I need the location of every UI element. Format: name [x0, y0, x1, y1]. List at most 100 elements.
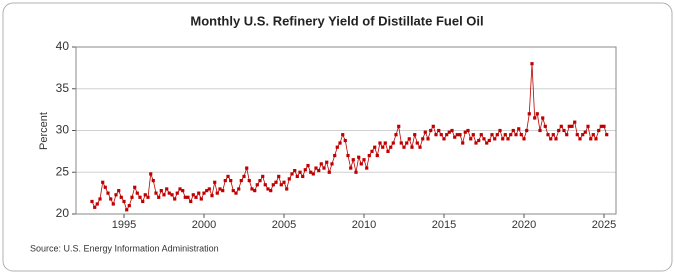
data-point — [95, 202, 99, 206]
x-tick-label: 2020 — [512, 219, 536, 231]
source: Source: U.S. Energy Information Administ… — [30, 243, 219, 253]
data-point — [583, 130, 587, 134]
data-point — [202, 191, 206, 195]
data-point — [175, 191, 179, 195]
data-point — [354, 170, 358, 174]
x-tick-label: 2010 — [352, 219, 376, 231]
data-point — [301, 174, 305, 179]
data-point — [519, 133, 523, 137]
data-point — [119, 195, 123, 199]
data-point — [493, 137, 497, 141]
data-point — [157, 195, 161, 199]
data-point — [506, 137, 510, 141]
data-point — [258, 179, 262, 183]
data-point — [429, 128, 433, 133]
data-point — [575, 133, 579, 137]
data-point — [530, 62, 534, 66]
data-point — [183, 195, 187, 199]
data-point — [346, 153, 350, 158]
data-point — [391, 141, 395, 145]
data-point — [487, 138, 491, 143]
data-point — [418, 145, 422, 149]
data-point — [551, 133, 555, 137]
data-point — [549, 137, 553, 141]
data-point — [461, 141, 465, 145]
data-point — [245, 166, 249, 170]
data-point — [239, 179, 243, 183]
data-point — [383, 141, 387, 145]
data-point — [495, 133, 499, 137]
data-point — [111, 202, 115, 206]
frame — [2, 2, 673, 272]
data-point — [431, 124, 435, 128]
x-tick-label: 2000 — [192, 219, 216, 231]
data-point — [165, 187, 169, 191]
data-point — [421, 137, 425, 141]
data-point — [378, 141, 382, 145]
data-point — [349, 166, 353, 170]
data-point — [146, 195, 150, 199]
data-point — [106, 191, 110, 195]
data-point — [247, 179, 251, 183]
data-point — [303, 168, 307, 172]
data-point — [365, 166, 369, 170]
data-point — [293, 168, 297, 173]
data-point — [533, 116, 537, 120]
data-point — [127, 204, 131, 208]
data-point — [399, 141, 403, 145]
data-point — [306, 163, 310, 168]
data-point — [226, 174, 230, 179]
data-point — [527, 112, 531, 116]
data-point — [445, 133, 449, 137]
y-tick-label: 30 — [56, 123, 70, 137]
data-point — [386, 149, 390, 153]
data-point — [543, 124, 547, 128]
data-point — [231, 189, 235, 193]
data-point — [463, 130, 467, 134]
data-point — [357, 155, 361, 159]
data-point — [191, 193, 195, 197]
data-point — [234, 191, 238, 195]
data-point — [189, 199, 193, 204]
data-point — [143, 193, 147, 197]
data-point — [485, 141, 489, 145]
data-point — [237, 187, 241, 191]
data-point — [149, 172, 153, 176]
data-point — [167, 191, 171, 195]
data-point — [261, 174, 265, 179]
data-point — [314, 166, 318, 170]
data-point — [125, 208, 129, 212]
data-point — [594, 137, 598, 141]
y-axis-label: Percent — [38, 112, 50, 150]
data-point — [565, 133, 569, 137]
data-point — [514, 133, 518, 137]
data-point — [279, 183, 283, 187]
data-point — [311, 172, 315, 176]
data-point — [266, 187, 270, 191]
data-point — [317, 168, 321, 173]
data-point — [298, 170, 302, 174]
data-point — [562, 128, 566, 133]
x-tick-label: 2005 — [272, 219, 296, 231]
data-point — [325, 160, 329, 164]
data-point — [114, 193, 118, 197]
data-point — [173, 197, 177, 201]
data-point — [405, 141, 409, 145]
data-point — [469, 137, 473, 141]
data-point — [93, 205, 97, 209]
data-point — [447, 130, 451, 134]
data-point — [437, 128, 441, 133]
data-point — [591, 133, 595, 137]
data-point — [290, 172, 294, 176]
data-point — [253, 189, 257, 193]
data-point — [333, 153, 337, 158]
data-point — [559, 124, 563, 128]
data-point — [397, 124, 401, 128]
data-point — [541, 116, 545, 120]
data-point — [597, 128, 601, 133]
data-point — [250, 187, 254, 191]
data-point — [309, 170, 313, 174]
data-point — [351, 158, 355, 162]
data-point — [210, 194, 214, 198]
